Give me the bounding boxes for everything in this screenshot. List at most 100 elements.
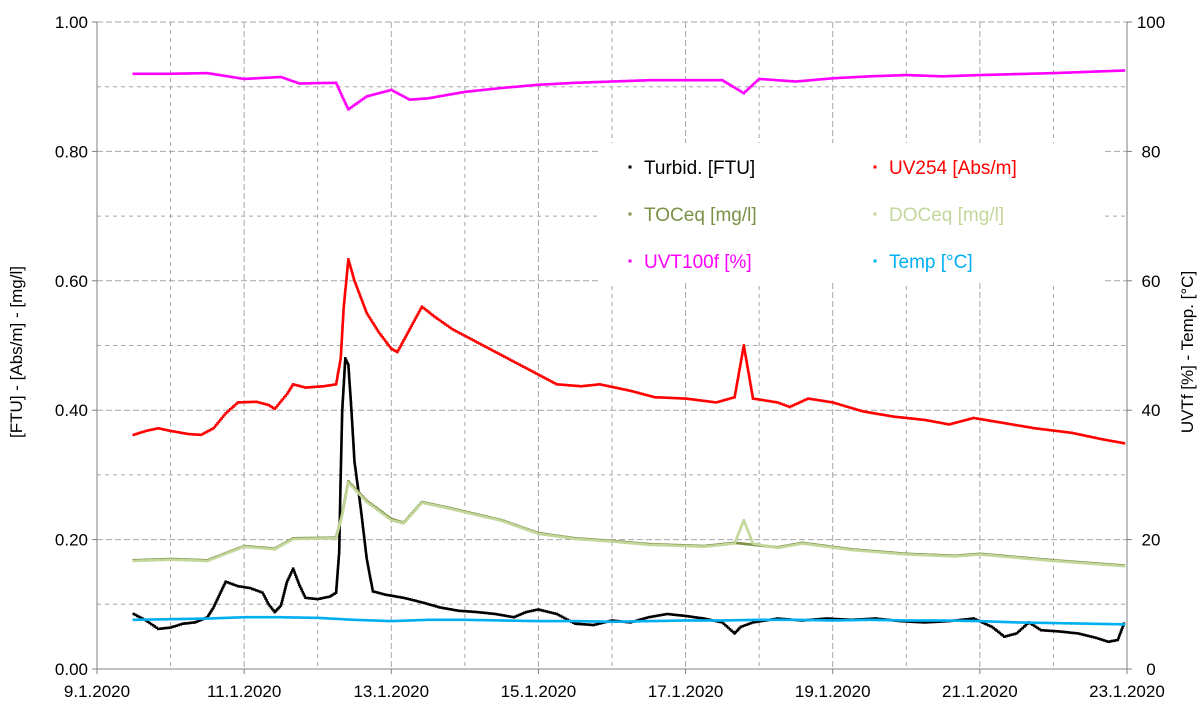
data-point bbox=[1111, 639, 1114, 643]
data-point bbox=[1103, 438, 1106, 441]
data-point bbox=[213, 602, 217, 606]
data-point bbox=[751, 395, 754, 398]
data-point bbox=[225, 616, 229, 620]
data-point bbox=[688, 397, 691, 401]
data-point bbox=[620, 387, 624, 391]
data-point bbox=[336, 566, 340, 569]
data-point bbox=[788, 405, 792, 409]
data-point bbox=[267, 603, 270, 606]
data-point bbox=[407, 329, 410, 333]
data-point bbox=[214, 73, 218, 76]
data-point bbox=[360, 516, 364, 520]
data-point bbox=[390, 619, 393, 623]
data-point bbox=[467, 610, 471, 613]
data-point bbox=[512, 615, 516, 619]
legend-label: TOCeq [mg/l] bbox=[644, 205, 757, 226]
data-point bbox=[464, 511, 467, 514]
data-point bbox=[143, 72, 146, 76]
data-point bbox=[1021, 424, 1025, 428]
data-point bbox=[1078, 632, 1082, 636]
data-point bbox=[532, 83, 536, 87]
data-point bbox=[680, 614, 683, 617]
data-point bbox=[664, 396, 668, 399]
data-point bbox=[740, 618, 744, 622]
data-point bbox=[336, 376, 339, 380]
data-point bbox=[349, 398, 352, 401]
data-point bbox=[403, 619, 406, 622]
data-point bbox=[735, 536, 739, 539]
data-point bbox=[293, 383, 297, 387]
data-point bbox=[926, 554, 929, 557]
data-point bbox=[214, 616, 218, 620]
data-point bbox=[665, 612, 669, 616]
data-point bbox=[941, 619, 945, 622]
data-point bbox=[768, 618, 772, 622]
data-point bbox=[706, 400, 710, 403]
data-point bbox=[408, 598, 411, 601]
data-point bbox=[355, 490, 359, 493]
data-point bbox=[962, 419, 965, 422]
data-point bbox=[234, 76, 237, 79]
data-point bbox=[736, 534, 739, 537]
data-point bbox=[324, 81, 327, 85]
data-point bbox=[671, 396, 674, 400]
data-point bbox=[822, 619, 826, 622]
data-point bbox=[557, 383, 561, 386]
data-point bbox=[932, 554, 936, 557]
data-point bbox=[518, 526, 522, 529]
data-point bbox=[187, 432, 191, 436]
data-point bbox=[479, 611, 483, 614]
data-point bbox=[688, 78, 692, 82]
data-point bbox=[175, 617, 179, 621]
data-point bbox=[617, 620, 620, 623]
data-point bbox=[541, 533, 545, 536]
data-point bbox=[212, 427, 215, 430]
data-point bbox=[480, 88, 484, 92]
data-point bbox=[788, 618, 791, 622]
data-point bbox=[385, 619, 389, 623]
data-point bbox=[543, 533, 547, 536]
data-point bbox=[685, 544, 689, 548]
data-point bbox=[277, 615, 281, 619]
data-point bbox=[279, 604, 283, 607]
data-point bbox=[864, 410, 867, 414]
data-point bbox=[554, 619, 557, 623]
data-point bbox=[373, 92, 377, 96]
data-point bbox=[519, 619, 523, 623]
data-point bbox=[341, 406, 344, 410]
data-point bbox=[656, 78, 659, 82]
data-point bbox=[491, 87, 495, 91]
data-point bbox=[757, 620, 761, 623]
data-point bbox=[1114, 564, 1117, 567]
data-point bbox=[299, 616, 302, 619]
data-point bbox=[288, 574, 291, 578]
data-point bbox=[835, 76, 839, 80]
data-point bbox=[218, 554, 221, 558]
data-point bbox=[355, 618, 358, 622]
data-point bbox=[369, 579, 373, 582]
data-point bbox=[1052, 559, 1055, 563]
data-point bbox=[721, 78, 724, 82]
data-point bbox=[1103, 69, 1106, 73]
data-point bbox=[342, 303, 346, 306]
data-point bbox=[704, 399, 708, 403]
data-point bbox=[188, 617, 192, 621]
data-point bbox=[743, 520, 746, 524]
data-point bbox=[531, 609, 534, 613]
data-point bbox=[737, 372, 741, 375]
data-point bbox=[370, 585, 374, 589]
data-point bbox=[347, 374, 351, 377]
data-point bbox=[370, 504, 374, 508]
data-point bbox=[963, 619, 966, 623]
data-point bbox=[432, 504, 436, 507]
data-point bbox=[1058, 560, 1062, 563]
data-point bbox=[1011, 72, 1014, 76]
data-point bbox=[354, 469, 357, 472]
data-point bbox=[890, 552, 893, 555]
data-point bbox=[764, 544, 767, 547]
data-point bbox=[276, 404, 279, 407]
data-point bbox=[236, 76, 239, 80]
data-point bbox=[347, 372, 351, 375]
data-point bbox=[1041, 629, 1045, 632]
data-point bbox=[794, 80, 798, 83]
